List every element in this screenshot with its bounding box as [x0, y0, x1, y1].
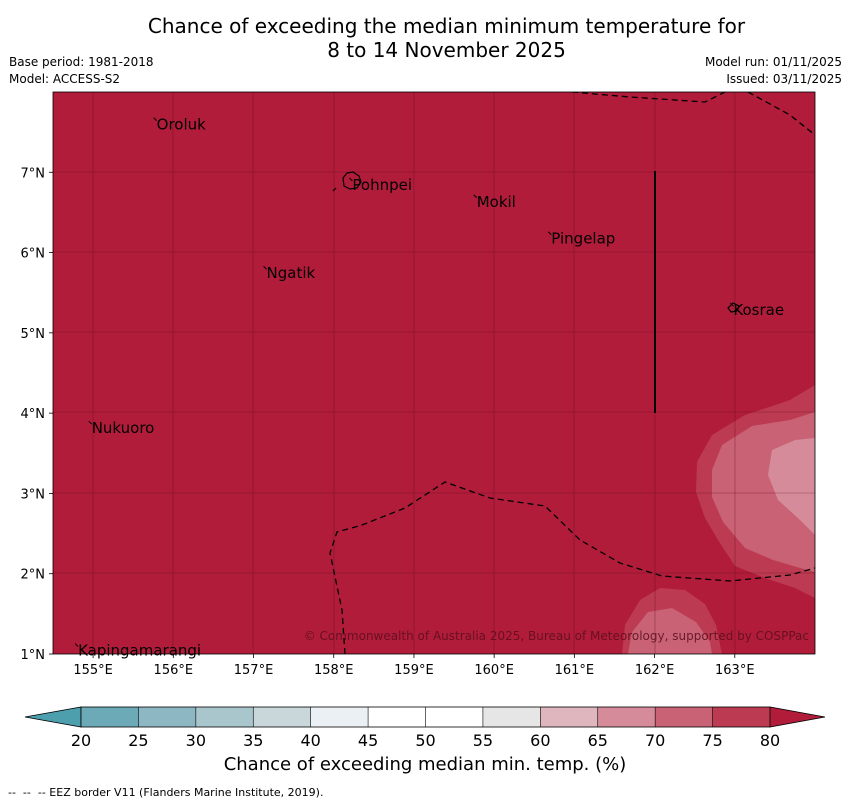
meta-right: Model run: 01/11/2025 Issued: 03/11/2025: [705, 54, 842, 88]
map-fill: [53, 92, 815, 654]
issued-date: Issued: 03/11/2025: [726, 72, 842, 86]
contour-60-65: [768, 438, 815, 535]
colorbar-tick-label: 25: [128, 731, 148, 750]
colorbar-tick-label: 55: [473, 731, 493, 750]
eez-border-north: [571, 92, 726, 103]
lat-tick-label: 1°N: [21, 648, 46, 663]
base-period: Base period: 1981-2018: [9, 55, 154, 69]
eez-legend-note: -- -- -- EEZ border V11 (Flanders Marine…: [8, 786, 324, 799]
lat-tick-label: 3°N: [21, 487, 46, 502]
model-name: Model: ACCESS-S2: [9, 72, 121, 86]
place-label: Ngatik: [267, 264, 316, 282]
lon-tick-label: 160°E: [474, 663, 514, 678]
colorbar-label: Chance of exceeding median min. temp. (%…: [223, 754, 627, 775]
place-label: Kapingamarangi: [78, 642, 201, 660]
longitude-axis: 155°E 156°E 157°E 158°E 159°E 160°E 161°E 162°E…: [73, 654, 755, 678]
colorbar-swatch: [253, 707, 312, 727]
colorbar-tick-label: 30: [186, 731, 206, 750]
colorbar-swatch: [597, 707, 656, 727]
colorbar-tick-label: 40: [300, 731, 320, 750]
colorbar-tick-label: 80: [760, 731, 780, 750]
colorbar-tick-label: 60: [530, 731, 550, 750]
lat-tick-label: 5°N: [21, 327, 46, 342]
place-label: Kosrae: [733, 301, 784, 319]
lon-tick-label: 162°E: [635, 663, 675, 678]
lat-tick-label: 6°N: [21, 247, 46, 262]
colorbar-swatch: [655, 707, 714, 727]
lon-tick-label: 159°E: [394, 663, 434, 678]
colorbar-swatch: [540, 707, 599, 727]
lat-tick-label: 7°N: [21, 166, 46, 181]
place-marker: [263, 265, 267, 270]
lon-tick-label: 163°E: [715, 663, 755, 678]
colorbar-swatch: [482, 707, 541, 727]
colorbar-tick-label: 70: [645, 731, 665, 750]
colorbar-swatch: [310, 707, 369, 727]
place-marker: [730, 302, 734, 307]
latitude-axis: 7°N 6°N 5°N 4°N 3°N 2°N 1°N: [21, 166, 53, 663]
place-label: Oroluk: [157, 116, 206, 134]
colorbar-tick-label: 45: [358, 731, 378, 750]
map-frame: [52, 91, 816, 655]
place-label: Pohnpei: [352, 176, 412, 194]
colorbar-tick-label: 65: [588, 731, 608, 750]
colorbar-over-arrow: [769, 706, 826, 728]
colorbar-tick-label: 35: [243, 731, 263, 750]
colorbar-swatch: [712, 707, 771, 727]
model-run: Model run: 01/11/2025: [704, 55, 842, 69]
meta-left: Base period: 1981-2018 Model: ACCESS-S2: [9, 54, 154, 88]
colorbar-swatch: [425, 707, 484, 727]
place-marker: [349, 177, 353, 182]
copyright-text: © Commonwealth of Australia 2025, Bureau…: [304, 629, 809, 643]
place-labels: Oroluk Pohnpei Mokil Pingelap Ngatik Kosrae Nu…: [74, 116, 784, 660]
lon-tick-label: 155°E: [73, 663, 113, 678]
lon-tick-label: 158°E: [314, 663, 354, 678]
kosrae-island-outline: [727, 302, 740, 313]
place-marker: [547, 231, 552, 236]
colorbar-tick-label: 50: [415, 731, 435, 750]
map-title: Chance of exceeding the median minimum t…: [0, 14, 850, 62]
lon-tick-label: 157°E: [234, 663, 274, 678]
colorbar-swatch: [195, 707, 254, 727]
colorbar: 20 25 30 35 40 45 50 55 60 65 70 75 80: [24, 706, 826, 750]
colorbar-swatch: [138, 707, 197, 727]
islet-marker: [332, 187, 337, 192]
eez-border-south: [329, 481, 815, 654]
place-label: Mokil: [477, 193, 516, 211]
place-label: Nukuoro: [92, 419, 155, 437]
place-marker: [473, 194, 478, 199]
title-line-2: 8 to 14 November 2025: [327, 38, 566, 62]
lon-tick-label: 156°E: [154, 663, 194, 678]
eez-borders: [329, 92, 815, 654]
pohnpei-island-outline: [342, 171, 362, 190]
colorbar-tick-label: 75: [702, 731, 722, 750]
colorbar-under-arrow: [24, 706, 82, 728]
title-line-1: Chance of exceeding the median minimum t…: [147, 14, 746, 38]
lat-tick-label: 2°N: [21, 568, 46, 583]
place-marker: [153, 117, 158, 122]
contour-bottom-inner: [628, 608, 712, 654]
gridlines: [53, 92, 815, 654]
lon-tick-label: 161°E: [555, 663, 595, 678]
place-label: Pingelap: [551, 230, 615, 248]
contours: [622, 385, 815, 654]
colorbar-swatch: [81, 707, 139, 727]
place-marker: [74, 643, 79, 647]
colorbar-tick-label: 20: [71, 731, 91, 750]
lat-tick-label: 4°N: [21, 407, 46, 422]
colorbar-swatch: [368, 707, 426, 727]
island-outlines: [332, 171, 740, 313]
eez-border-northeast: [747, 92, 815, 136]
place-marker: [88, 420, 93, 425]
